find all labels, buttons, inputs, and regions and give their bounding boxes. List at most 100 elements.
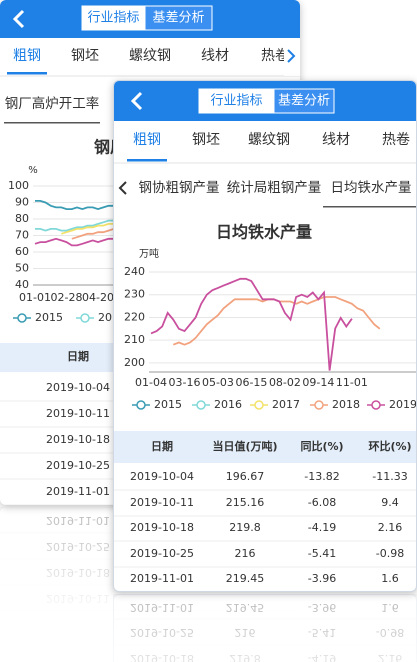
sub-tab[interactable]: 钢厂高炉开工率 [5, 95, 100, 112]
table-cell: 2019-10-18 [46, 433, 110, 446]
product-tab[interactable]: 粗钢 [133, 132, 161, 148]
x-tick-label: 11-01 [336, 376, 368, 389]
segment-label[interactable]: 基差分析 [152, 11, 204, 26]
segment-label[interactable]: 行业指标 [210, 94, 262, 109]
legend-label[interactable]: 2015 [35, 311, 63, 324]
scroll-left[interactable] [118, 181, 127, 195]
y-unit: 万吨 [139, 247, 159, 260]
product-tab[interactable]: 螺纹钢 [248, 132, 290, 148]
table-cell: 9.4 [381, 496, 399, 509]
chart-title: 日均铁水产量 [216, 223, 312, 242]
back-button[interactable] [130, 91, 143, 111]
x-tick-label: 02-28 [51, 291, 83, 304]
x-tick-label: 05-03 [202, 376, 234, 389]
y-tick-label: 80 [15, 212, 29, 225]
y-unit: % [28, 165, 38, 176]
segment-label[interactable]: 基差分析 [278, 94, 330, 109]
table-cell: 2019-10-11 [130, 496, 194, 509]
sub-tab-underline [4, 122, 100, 124]
table-cell: 2019-11-01 [46, 485, 110, 498]
product-tab[interactable]: 钢坯 [192, 132, 220, 148]
back-button[interactable] [12, 9, 25, 29]
legend-label[interactable]: 2015 [154, 398, 182, 411]
y-tick-label: 60 [15, 245, 29, 258]
product-tab[interactable]: 热卷 [382, 132, 410, 148]
segment[interactable] [273, 88, 335, 114]
x-tick-label: 01-04 [135, 376, 167, 389]
front-screen: 行业指标 基差分析 粗钢 钢坯 螺纹钢 线材 热卷 钢协粗钢产量 统计局粗钢产量 日均铁水产量 日均… [113, 80, 417, 592]
table-cell: 2019-11-01 [130, 572, 194, 585]
table-cell: 196.67 [226, 470, 265, 483]
series-line [35, 218, 120, 232]
legend-marker [136, 400, 146, 410]
table-header: 日期 [67, 349, 89, 363]
sub-tab-underline [323, 206, 416, 208]
table-cell: 2019-10-11 [46, 407, 110, 420]
legend-label[interactable]: 2017 [272, 398, 300, 411]
series-line [34, 237, 120, 247]
product-tab[interactable]: 线材 [201, 48, 229, 64]
legend-label[interactable]: 2016 [214, 398, 242, 411]
series-line [71, 228, 119, 240]
segment-label[interactable]: 行业指标 [87, 11, 139, 26]
series-line [172, 296, 381, 346]
table-header: 环比(%) [368, 439, 411, 453]
table-cell: 219.8 [229, 521, 261, 534]
legend-marker [17, 313, 27, 323]
y-tick-label: 100 [8, 179, 29, 192]
table-cell: 2019-10-04 [46, 381, 110, 394]
table-cell: 2019-10-25 [130, 547, 194, 560]
table-cell: 1.6 [381, 572, 399, 585]
segment[interactable] [144, 5, 213, 31]
product-tab[interactable]: 线材 [322, 132, 350, 148]
table-cell: -11.33 [372, 470, 407, 483]
product-tab[interactable]: 钢坯 [71, 48, 99, 64]
table-cell: -6.08 [308, 496, 336, 509]
y-tick-label: 220 [124, 310, 145, 323]
table-cell: 2.16 [378, 521, 403, 534]
table-header-bg [114, 431, 416, 463]
x-tick-label: 06-15 [235, 376, 267, 389]
y-tick-label: 40 [15, 278, 29, 291]
x-tick-label: 03-16 [168, 376, 200, 389]
legend-marker [314, 400, 324, 410]
table-cell: 2019-10-25 [46, 459, 110, 472]
legend-label[interactable]: 2019 [389, 398, 416, 411]
segment-active[interactable] [198, 88, 275, 114]
table-cell: -13.82 [304, 470, 339, 483]
legend-marker [254, 400, 264, 410]
x-tick-label: 08-02 [269, 376, 301, 389]
y-tick-label: 50 [15, 262, 29, 275]
legend-marker [80, 313, 90, 323]
table-cell: -3.96 [308, 572, 336, 585]
y-tick-label: 210 [124, 333, 145, 346]
y-tick-label: 240 [124, 265, 145, 278]
table-header: 当日值(万吨) [212, 439, 277, 453]
product-tab[interactable]: 螺纹钢 [129, 48, 171, 64]
table-cell: 215.16 [226, 496, 265, 509]
table-cell: 216 [235, 547, 256, 560]
y-tick-label: 90 [15, 196, 29, 209]
tab-underline [127, 159, 167, 162]
table-cell: -5.41 [308, 547, 336, 560]
x-tick-label: 09-14 [302, 376, 334, 389]
sub-tab[interactable]: 钢协粗钢产量 [139, 180, 220, 196]
series-line [35, 200, 120, 211]
y-tick-label: 70 [15, 229, 29, 242]
legend-marker [196, 400, 206, 410]
legend-label[interactable]: 2018 [332, 398, 360, 411]
more-arrow[interactable] [287, 49, 296, 63]
product-tab[interactable]: 热卷 [261, 48, 289, 64]
table-cell: 2019-10-04 [130, 470, 194, 483]
segment-active[interactable] [81, 5, 146, 31]
table-cell: 219.45 [226, 572, 265, 585]
y-tick-label: 230 [124, 288, 145, 301]
sub-tab[interactable]: 日均铁水产量 [331, 180, 412, 196]
product-tab[interactable]: 粗钢 [13, 48, 41, 64]
table-cell: -0.98 [376, 547, 404, 560]
sub-tab[interactable]: 统计局粗钢产量 [227, 180, 322, 196]
table-cell: -4.19 [308, 521, 336, 534]
tab-underline [7, 72, 47, 75]
